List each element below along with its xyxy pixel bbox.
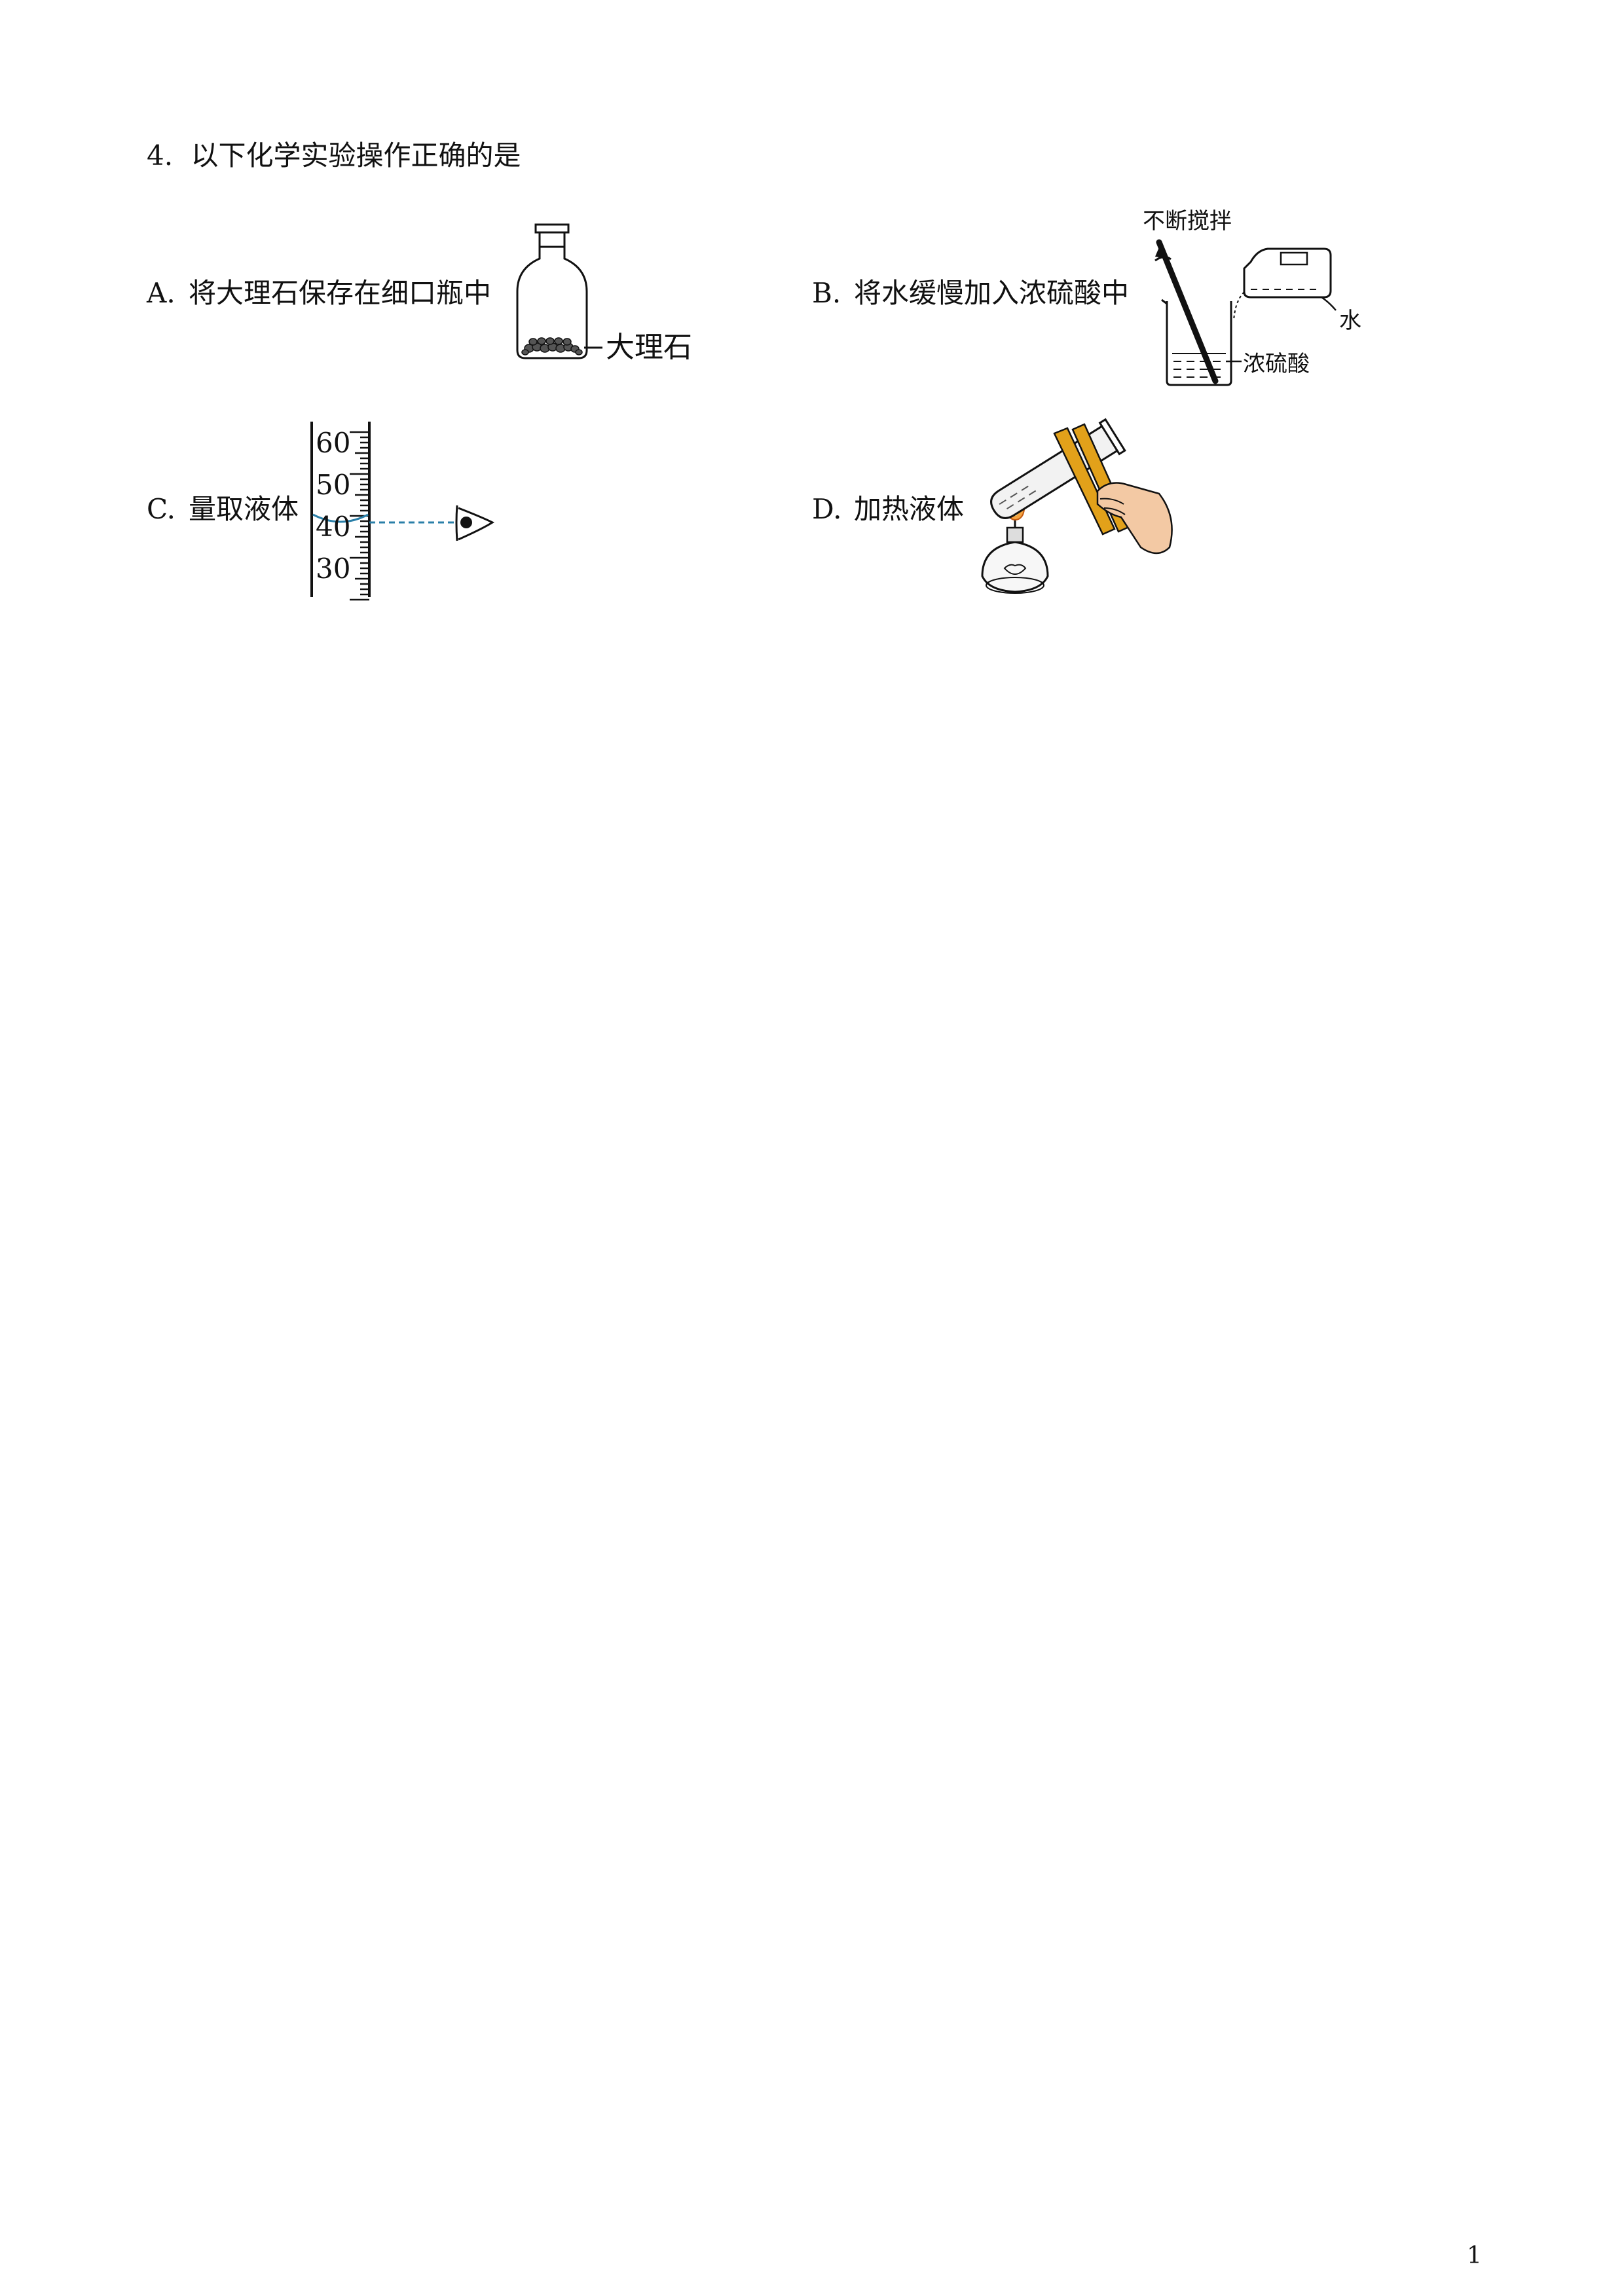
option-b: B. 将水缓慢加入浓硫酸中: [812, 275, 1129, 312]
option-c-letter: C.: [147, 493, 175, 525]
page-number: 1: [1467, 2242, 1482, 2269]
scale-label-60: 60: [316, 427, 351, 459]
question-number: 4.: [147, 139, 174, 172]
alcohol-lamp: [981, 517, 1049, 594]
option-c: C. 量取液体: [147, 491, 299, 528]
water-label: 水: [1339, 308, 1361, 334]
question-stem: 4. 以下化学实验操作正确的是: [147, 137, 521, 174]
sulfuric-acid-label: 浓硫酸: [1243, 351, 1310, 377]
question-text: 以下化学实验操作正确的是: [191, 139, 521, 172]
graduated-cylinder-figure: [310, 422, 495, 601]
option-a-text: 将大理石保存在细口瓶中: [189, 277, 492, 309]
marble-label: 大理石: [606, 331, 692, 364]
scale-label-50: 50: [316, 469, 351, 501]
hand-icon: [1096, 482, 1173, 555]
stirring-label: 不断搅拌: [1143, 208, 1232, 234]
option-d-text: 加热液体: [854, 493, 965, 525]
reagent-bottle-figure: [516, 223, 602, 359]
option-b-letter: B.: [812, 277, 841, 309]
option-a: A. 将大理石保存在细口瓶中: [147, 275, 491, 312]
eye-icon: [455, 505, 495, 541]
marble-pieces: [521, 337, 583, 355]
option-d: D. 加热液体: [812, 491, 964, 528]
option-d-letter: D.: [812, 493, 842, 525]
option-b-text: 将水缓慢加入浓硫酸中: [854, 277, 1130, 309]
heating-liquid-figure: [981, 418, 1173, 594]
option-a-letter: A.: [147, 277, 175, 309]
scale-label-30: 30: [316, 553, 351, 585]
scale-label-40: 40: [316, 511, 351, 543]
dilution-figure: [1154, 239, 1337, 386]
option-c-text: 量取液体: [189, 493, 299, 525]
